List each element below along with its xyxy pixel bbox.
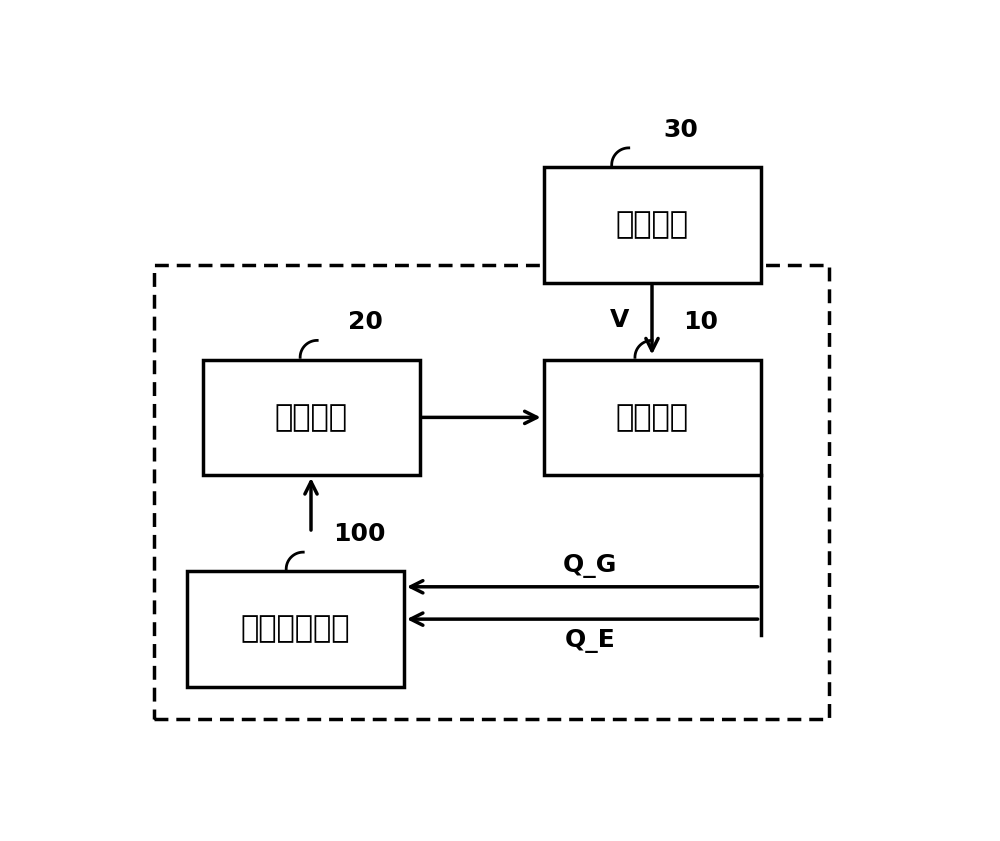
Bar xyxy=(202,360,420,475)
Text: 20: 20 xyxy=(348,310,383,334)
Text: 马克思发生器: 马克思发生器 xyxy=(241,615,350,643)
Text: 30: 30 xyxy=(664,118,698,142)
Bar xyxy=(187,571,404,687)
Text: Q_E: Q_E xyxy=(565,629,615,653)
Text: 主控电路: 主控电路 xyxy=(274,403,348,432)
Bar xyxy=(544,167,761,283)
Text: V: V xyxy=(609,309,629,332)
Text: Q_G: Q_G xyxy=(563,553,617,578)
Text: 100: 100 xyxy=(333,522,385,546)
Text: 10: 10 xyxy=(683,310,718,334)
Text: 隔离电路: 隔离电路 xyxy=(616,403,688,432)
Bar xyxy=(544,360,761,475)
Bar xyxy=(154,265,829,719)
Text: 供焵电路: 供焵电路 xyxy=(616,210,688,240)
